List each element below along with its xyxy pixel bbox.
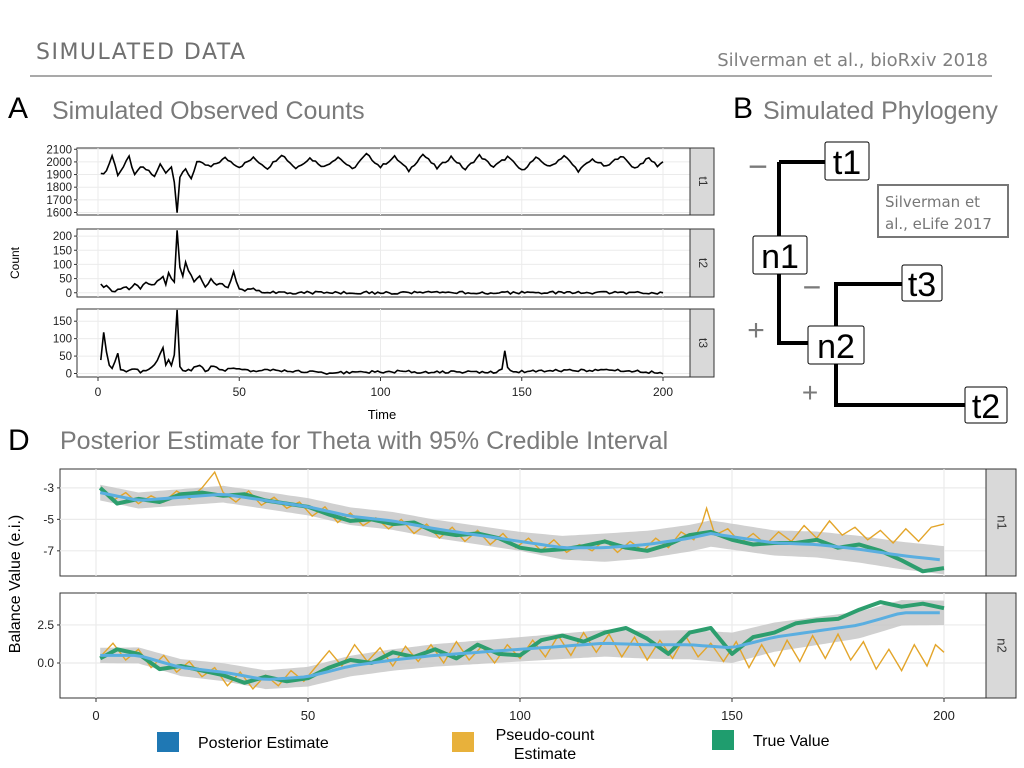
sign-n2-minus: − [803,269,822,305]
legend-label-true: True Value [753,733,830,750]
y-tick-label: 0.0 [37,656,54,670]
node-label-n2: n2 [817,328,855,366]
legend: Posterior Estimate Pseudo-count Estimate… [0,726,1024,768]
panel-a-title: Simulated Observed Counts [52,97,365,125]
credible-interval-n2 [100,600,944,690]
panel-b-letter: B [733,92,754,125]
true-value-line-n2 [99,600,945,685]
observed-counts-chart: 160017001800190020002100t1050100150200t2… [8,144,715,422]
y-tick-label: -3 [43,481,54,495]
facet-t3: 0 50 100 150 t3 [53,308,715,381]
y-tick-label: 50 [59,274,72,286]
y-tick-label: 0 [66,288,72,300]
panel-b-title: Simulated Phylogeny [763,97,998,125]
header-citation: Silverman et al., bioRxiv 2018 [717,50,988,71]
facet-label: n1 [995,515,1010,529]
y-tick-label: 100 [53,334,72,346]
facet-strip [985,592,1017,699]
legend-key-true [712,730,734,750]
series-line-t1 [100,152,664,213]
legend-label-posterior: Posterior Estimate [198,735,329,752]
posterior-estimate-chart: -3 -5 -7 n1 2.5 0.0 n2 0 50 100 150 200 Balance Valu… [7,468,1017,723]
y-axis-label: Balance Value (e.i.) [7,515,24,653]
y-tick-label: 2000 [46,157,72,169]
x-tick-label: 50 [301,708,315,723]
x-tick-label: 200 [653,385,673,399]
legend-label-pseudo: Pseudo-count Estimate [490,726,600,764]
facet-t2: 0 50 100 150 200 t2 [53,228,715,300]
y-tick-label: 150 [53,316,72,328]
y-tick-label: 1900 [46,170,72,182]
facet-strip [985,468,1017,577]
sign-n1-plus: + [747,314,765,347]
x-tick-label: 0 [95,385,102,399]
legend-key-posterior [157,732,179,752]
facet-panel [76,308,691,378]
y-tick-label: -5 [43,512,54,526]
legend-label-pseudo-line1: Pseudo-count [495,727,595,744]
facet-strip [689,308,715,378]
x-tick-label: 150 [721,708,743,723]
true-value-line-n1 [98,486,945,574]
x-tick-label: 150 [512,385,532,399]
node-label-n1: n1 [761,238,799,276]
facet-panel [76,147,691,216]
x-tick-label: 0 [92,708,99,723]
facet-n2: 2.5 0.0 n2 [37,592,1017,699]
x-tick-label: 200 [933,708,955,723]
y-tick-label: 100 [53,259,72,271]
facet-panel [76,228,691,298]
page-title: SIMULATED DATA [36,40,247,65]
header-divider [30,75,992,77]
y-tick-label: 150 [53,245,72,257]
panel-a-letter: A [8,92,29,125]
y-tick-label: 2.5 [37,618,54,632]
facet-label: t2 [696,258,710,268]
pseudo-count-line-n1 [99,470,945,554]
facet-strip [689,228,715,298]
x-tick-label: 100 [509,708,531,723]
legend-key-pseudo [452,732,474,752]
tip-label-t1: t1 [833,144,861,182]
tree-branch-t3 [834,282,904,343]
series-line-t3 [100,309,664,375]
facet-label: t1 [696,176,710,186]
posterior-line-n2 [100,611,940,681]
y-tick-label: 50 [59,351,72,363]
x-tick-label: 100 [370,385,390,399]
legend-label-pseudo-line2: Estimate [513,746,577,763]
phylogeny-citation-box: Silverman et al., eLife 2017 [877,184,1009,238]
facet-n1: -3 -5 -7 n1 [43,468,1017,577]
phylogeny-tree: t1 n1 t3 n2 t2 − + − + [747,141,1008,426]
facet-label: n2 [995,638,1010,652]
y-tick-label: 1700 [46,195,72,207]
panel-d-letter: D [8,424,30,457]
y-tick-label: 1800 [46,182,72,194]
sign-n1-minus: − [748,148,768,186]
y-axis-label: Count [8,246,22,279]
posterior-line-n1 [99,491,940,562]
x-axis-label: Time [368,407,396,422]
y-tick-label: -7 [43,544,54,558]
y-tick-label: 2100 [46,144,72,156]
y-tick-label: 1600 [46,207,72,219]
tip-label-t3: t3 [908,266,936,304]
sign-n2-plus: + [802,377,818,408]
tip-label-t2: t2 [972,388,1000,426]
y-tick-label: 0 [66,369,72,381]
facet-strip [689,147,715,216]
facet-label: t3 [696,338,710,348]
panel-d-title: Posterior Estimate for Theta with 95% Cr… [60,427,669,455]
x-tick-label: 50 [233,385,247,399]
series-line-t2 [100,230,664,296]
y-tick-label: 200 [53,231,72,243]
